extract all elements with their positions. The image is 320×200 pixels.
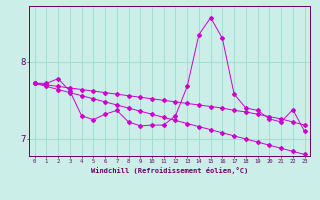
X-axis label: Windchill (Refroidissement éolien,°C): Windchill (Refroidissement éolien,°C) — [91, 167, 248, 174]
